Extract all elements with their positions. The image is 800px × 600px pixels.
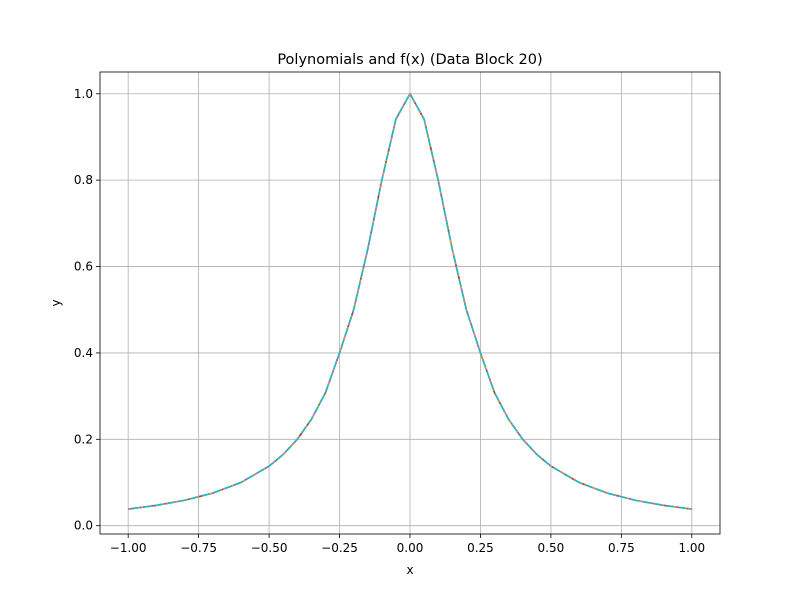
- y-tick-label: 1.0: [74, 87, 93, 101]
- y-tick-label: 0.8: [74, 173, 93, 187]
- x-tick-label: −0.25: [321, 541, 358, 555]
- x-axis-label: x: [406, 563, 413, 577]
- x-tick-label: 1.00: [678, 541, 705, 555]
- x-tick-label: −0.75: [180, 541, 217, 555]
- series-lines: [128, 93, 692, 510]
- y-axis-ticks: 0.0 0.2 0.4 0.6 0.8 1.0: [74, 87, 100, 533]
- grid-lines: [100, 72, 720, 534]
- y-tick-label: 0.2: [74, 432, 93, 446]
- x-axis-ticks: −1.00 −0.75 −0.50 −0.25 0.00 0.25 0.50 0.75 1.00: [110, 534, 705, 555]
- x-tick-label: 0.25: [467, 541, 494, 555]
- series-line-8: [128, 93, 692, 510]
- x-tick-label: 0.00: [397, 541, 424, 555]
- chart-title: Polynomials and f(x) (Data Block 20): [277, 52, 542, 68]
- y-tick-label: 0.0: [74, 519, 93, 533]
- x-tick-label: −0.50: [251, 541, 288, 555]
- series-line-7: [128, 93, 692, 510]
- y-tick-label: 0.4: [74, 346, 93, 360]
- y-tick-label: 0.6: [74, 260, 93, 274]
- x-tick-label: −1.00: [110, 541, 147, 555]
- y-axis-label: y: [49, 299, 63, 306]
- x-tick-label: 0.75: [608, 541, 635, 555]
- x-tick-label: 0.50: [538, 541, 565, 555]
